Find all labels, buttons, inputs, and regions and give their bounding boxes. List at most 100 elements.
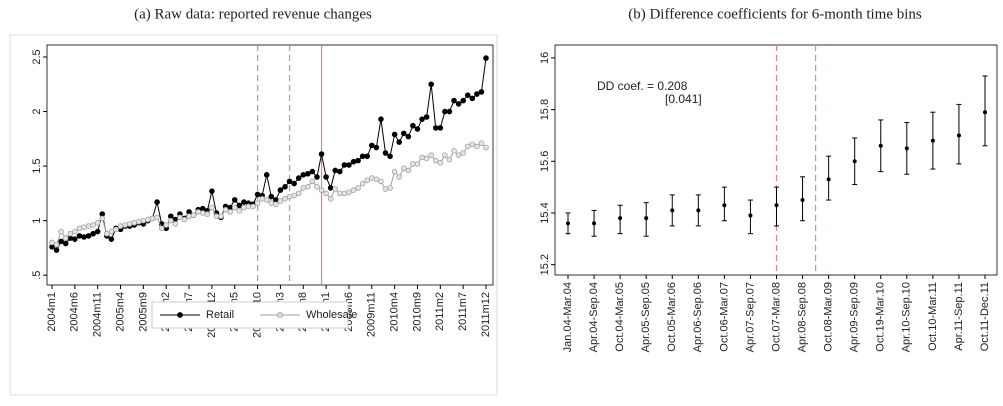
x-tick-label: 2009m11: [366, 292, 378, 337]
point: [469, 95, 476, 102]
point: [400, 165, 407, 172]
point: [442, 152, 448, 158]
point: [419, 116, 425, 122]
point: [241, 199, 247, 205]
x-tick-label: Oct.05-Mar.06: [666, 282, 678, 352]
point: [131, 220, 138, 226]
point: [305, 170, 311, 177]
point: [437, 160, 444, 166]
x-tick-label: Apr.05-Sep.05: [640, 282, 652, 352]
point: [930, 138, 935, 143]
point: [455, 152, 462, 158]
point: [250, 203, 256, 210]
point: [382, 150, 389, 156]
point: [113, 226, 119, 233]
point: [414, 126, 421, 132]
point: [346, 162, 352, 168]
point: [800, 198, 805, 203]
x-tick-label: Jan.04-Mar.04: [562, 282, 574, 352]
point: [254, 191, 261, 198]
point: [58, 228, 64, 235]
point: [209, 204, 215, 211]
x-tick-label: Oct.10-Mar.11: [927, 282, 939, 351]
point: [474, 143, 480, 150]
point: [428, 152, 434, 158]
point: [62, 235, 69, 241]
point: [72, 236, 78, 242]
x-tick-label: Apr.04-Sep.04: [588, 282, 600, 352]
point: [53, 241, 60, 248]
point: [81, 234, 87, 240]
point: [774, 203, 779, 208]
point: [478, 89, 485, 95]
point: [259, 196, 265, 202]
point: [364, 177, 371, 184]
point: [122, 222, 128, 228]
point: [149, 215, 156, 222]
point: [373, 144, 380, 151]
point: [190, 212, 197, 218]
x-tick-label: Oct.08-Mar.09: [823, 282, 835, 352]
point: [391, 168, 398, 175]
point: [451, 148, 457, 154]
point: [337, 190, 343, 197]
point: [359, 153, 366, 160]
point: [428, 81, 434, 88]
point: [245, 203, 252, 210]
point: [273, 201, 279, 208]
legend-label: Wholesale: [306, 309, 357, 321]
point: [432, 157, 439, 164]
point: [85, 233, 92, 239]
point: [67, 230, 74, 237]
point: [76, 225, 83, 232]
y-tick-label: 1.5: [31, 158, 43, 173]
point: [446, 108, 453, 115]
point: [49, 239, 55, 246]
point: [277, 187, 284, 193]
point: [437, 125, 444, 131]
point: [85, 223, 92, 229]
point: [327, 185, 334, 191]
point: [158, 225, 165, 232]
point: [241, 204, 247, 211]
point: [286, 178, 293, 185]
point: [478, 140, 485, 146]
point: [332, 186, 339, 192]
point: [291, 180, 297, 187]
point: [126, 221, 133, 227]
point: [337, 168, 343, 175]
x-tick-label: 2011m2: [434, 292, 446, 331]
point: [90, 230, 96, 237]
x-tick-label: 2005m9: [137, 292, 149, 332]
point: [108, 228, 115, 235]
point: [469, 141, 476, 148]
point: [983, 110, 987, 115]
point: [99, 215, 106, 222]
point: [722, 203, 727, 208]
point: [644, 216, 649, 221]
point: [368, 142, 375, 149]
point: [323, 174, 329, 180]
point: [373, 176, 380, 182]
point: [231, 197, 238, 203]
point: [387, 185, 393, 191]
point: [419, 154, 425, 161]
point: [94, 228, 101, 235]
y-tick-label: 2.5: [31, 49, 43, 64]
x-tick-label: 2011m12: [480, 292, 492, 337]
x-tick-label: 2011m7: [457, 292, 469, 331]
x-tick-label: Apr.06-Sep.06: [692, 282, 704, 352]
point: [483, 144, 489, 151]
point: [309, 168, 316, 175]
x-tick-label: Oct.06-Mar.07: [718, 282, 730, 352]
plot-area: [46, 44, 494, 286]
point: [852, 159, 857, 164]
point: [309, 178, 316, 185]
point: [263, 197, 270, 203]
point: [154, 199, 160, 205]
point: [209, 188, 215, 194]
point: [268, 200, 275, 206]
point: [696, 208, 701, 213]
